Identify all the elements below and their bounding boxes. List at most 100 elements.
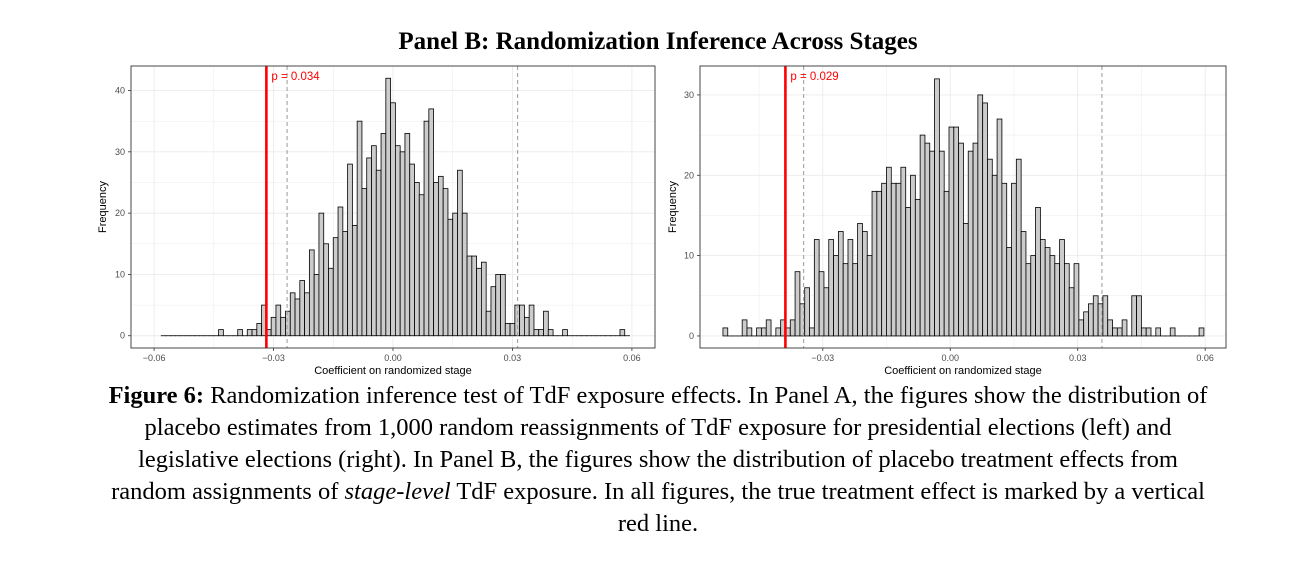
histogram-bar (351, 224, 358, 337)
histogram-bar (385, 77, 392, 337)
histogram-bar (804, 287, 810, 337)
x-axis-label: Coefficient on randomized stage (314, 365, 472, 377)
histogram-bar (1073, 263, 1080, 337)
histogram-bar (953, 126, 960, 337)
histogram-bar (347, 163, 353, 337)
histogram-bar (285, 310, 291, 337)
histogram-bar (218, 329, 224, 337)
histogram-bar (886, 166, 892, 337)
histogram-bar (1015, 158, 1022, 337)
histogram-bar (547, 329, 554, 337)
histogram-bar (1049, 255, 1056, 337)
histogram-bar (837, 231, 844, 337)
histogram-bar (905, 207, 911, 337)
histogram-panel-right: p = 0.029 −0.03 0.00 0.03 0.06 0 10 20 30 Coeffic… (667, 65, 1227, 377)
histogram-bar (1030, 255, 1036, 337)
histogram-bar (1035, 207, 1041, 337)
caption-text: random assignments of (111, 478, 345, 505)
histogram-bar (500, 274, 506, 337)
y-tick-label: 10 (115, 269, 125, 279)
histogram-bar (929, 150, 935, 337)
histogram-bar (342, 231, 349, 337)
histogram-bar (619, 329, 626, 337)
histogram-bar (789, 319, 796, 337)
histogram-bar (294, 298, 301, 337)
histogram-bar (852, 263, 859, 337)
histogram-bar (414, 182, 420, 337)
histogram-bar (890, 182, 897, 337)
histogram-bar (765, 319, 772, 337)
histogram-bar (1044, 247, 1051, 337)
histogram-bar (1064, 263, 1070, 337)
figure-caption: Figure 6: Randomization inference test o… (20, 380, 1296, 540)
histogram-bar (476, 267, 482, 337)
y-axis-label: Frequency (97, 181, 109, 233)
histogram-bar (1059, 239, 1065, 337)
y-tick-label: 20 (684, 170, 694, 180)
histogram-bar (948, 126, 955, 337)
histogram-bar (337, 206, 344, 337)
histogram-bar (251, 329, 258, 337)
histogram-bar (390, 102, 396, 337)
histogram-bar (900, 166, 907, 337)
histogram-bar (1083, 311, 1089, 337)
histogram-bar (828, 239, 834, 337)
histogram-bar (741, 319, 748, 337)
histogram-bar (1001, 182, 1008, 337)
caption-text: TdF exposure. In all figures, the true t… (450, 478, 1205, 505)
histogram-bar (447, 218, 454, 337)
histogram-bar (919, 134, 926, 337)
histogram-bar (857, 223, 863, 337)
histogram-bar (756, 327, 762, 337)
histogram-bar (1092, 295, 1099, 337)
caption-italic: stage-level (344, 478, 451, 505)
histogram-bar (280, 316, 286, 337)
histogram-bar (471, 255, 478, 337)
panel-title: Panel B: Randomization Inference Across … (398, 28, 918, 55)
y-tick-label: 0 (689, 331, 694, 341)
histogram-bar (958, 142, 964, 337)
p-value-label: p = 0.034 (271, 71, 320, 83)
histogram-bar (722, 327, 729, 337)
histogram-bar (972, 142, 979, 337)
histogram-bar (1155, 327, 1162, 337)
histogram-bar (237, 329, 243, 337)
histogram-charts: p = 0.034 −0.06 −0.03 0.00 0.03 0.06 0 10 20 30 40… (97, 65, 1227, 377)
histogram-bar (1116, 327, 1123, 337)
histogram-bar (457, 169, 463, 337)
y-tick-label: 40 (115, 86, 125, 96)
histogram-bar (538, 329, 544, 337)
histogram-bar (938, 150, 945, 337)
histogram-bar (1198, 327, 1205, 337)
histogram-bar (1025, 263, 1032, 337)
x-axis-label: Coefficient on randomized stage (884, 365, 1042, 377)
y-tick-label: 10 (684, 251, 694, 261)
histogram-bar (977, 94, 984, 337)
histogram-bar (275, 304, 282, 337)
histogram-bar (1006, 247, 1012, 337)
histogram-bar (490, 286, 497, 337)
histogram-bar (461, 212, 468, 337)
caption-line-5: red line. (617, 510, 699, 537)
histogram-bar (996, 118, 1003, 337)
histogram-bar (308, 249, 315, 337)
histogram-bar (1121, 319, 1128, 337)
x-tick-label: 0.00 (384, 353, 402, 363)
histogram-bar (1068, 287, 1075, 337)
y-tick-label: 30 (684, 90, 694, 100)
histogram-bar (356, 120, 363, 337)
histogram-bar (1131, 295, 1137, 337)
histogram-bar (313, 274, 320, 337)
histogram-bar (823, 287, 830, 337)
y-axis-label: Frequency (667, 181, 679, 233)
histogram-bar (943, 190, 950, 337)
histogram-bar (914, 198, 921, 337)
histogram-bar (289, 292, 296, 337)
histogram-bar (404, 133, 411, 337)
histogram-bar (428, 108, 435, 337)
histogram-bar (842, 263, 849, 337)
histogram-bar (332, 237, 339, 337)
histogram-bar (304, 292, 310, 337)
histogram-bar (761, 327, 767, 337)
x-tick-label: 0.06 (623, 353, 641, 363)
